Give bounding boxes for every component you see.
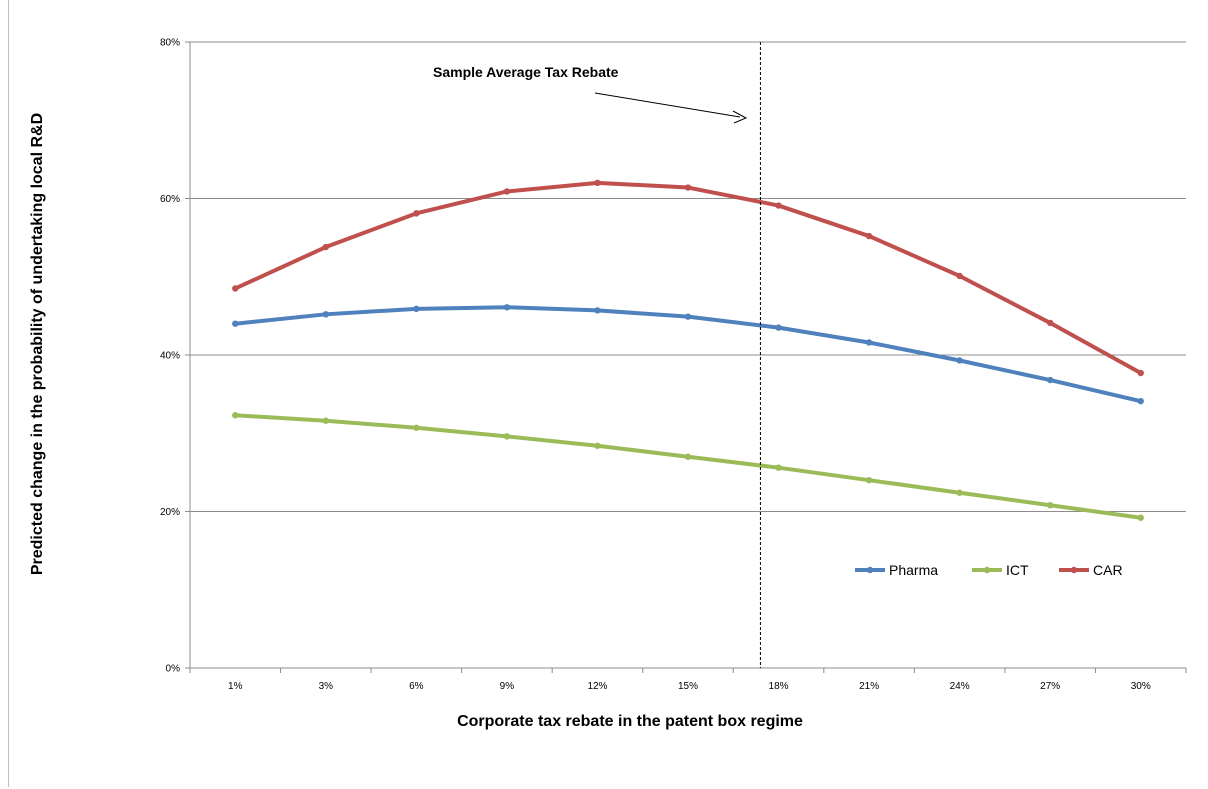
data-point-ict <box>775 464 782 471</box>
data-point-car <box>1137 369 1144 377</box>
x-tick-label: 24% <box>950 681 970 692</box>
x-axis-title: Corporate tax rebate in the patent box r… <box>457 713 803 730</box>
data-point-pharma <box>956 357 963 364</box>
chart-frame <box>8 0 1206 787</box>
legend-marker-car <box>1070 566 1078 574</box>
data-point-ict <box>1137 514 1144 521</box>
x-tick-label: 30% <box>1131 681 1151 692</box>
x-tick-label: 18% <box>769 681 789 692</box>
data-point-ict <box>865 477 873 484</box>
data-point-car <box>322 243 330 251</box>
data-point-pharma <box>684 313 692 320</box>
x-tick-label: 12% <box>587 681 607 692</box>
y-tick-labels: 0% 20% 40% 60% 80% <box>160 38 180 675</box>
legend-label-car: CAR <box>1093 562 1123 578</box>
data-point-ict <box>232 412 239 419</box>
legend-label-ict: ICT <box>1006 562 1029 578</box>
data-point-car <box>956 272 963 280</box>
annotation-text: Sample Average Tax Rebate <box>433 64 619 80</box>
legend-label-pharma: Pharma <box>889 562 938 578</box>
data-point-pharma <box>232 320 239 327</box>
axes <box>185 41 1187 673</box>
x-tick-label: 27% <box>1040 681 1060 692</box>
x-tick-label: 1% <box>228 681 243 692</box>
data-point-ict <box>956 489 963 496</box>
gridlines <box>190 41 1186 512</box>
series-line-ict <box>233 413 1143 520</box>
legend-marker-ict <box>983 566 991 574</box>
data-point-pharma <box>503 304 511 311</box>
series-line-car <box>233 180 1143 375</box>
x-tick-label: 15% <box>678 681 698 692</box>
data-point-ict <box>413 424 420 431</box>
data-point-ict <box>322 417 330 424</box>
x-tick-label: 9% <box>500 681 515 692</box>
data-point-pharma <box>594 307 601 314</box>
data-point-pharma <box>775 324 782 331</box>
data-point-car <box>232 285 239 292</box>
data-point-car <box>594 179 601 187</box>
series-group <box>232 179 1144 521</box>
x-tick-labels: 1% 3% 6% 9% 12% 15% 18% 21% 24% 27% 30% <box>228 681 1151 692</box>
data-point-ict <box>503 433 511 440</box>
data-point-pharma <box>1137 397 1144 405</box>
data-point-pharma <box>413 305 420 313</box>
legend-marker-pharma <box>866 566 874 574</box>
data-point-car <box>413 210 420 217</box>
y-tick-label: 80% <box>160 38 180 49</box>
x-tick-label: 6% <box>409 681 424 692</box>
y-tick-label: 20% <box>160 507 180 518</box>
legend: Pharma ICT CAR <box>855 562 1123 578</box>
data-point-car <box>503 188 511 195</box>
data-point-car <box>1046 319 1054 327</box>
x-tick-label: 3% <box>319 681 334 692</box>
annotation-arrowhead <box>732 110 748 124</box>
data-point-car <box>684 184 692 191</box>
y-tick-label: 40% <box>160 351 180 362</box>
data-point-pharma <box>1046 376 1054 384</box>
annotation-arrow <box>594 92 741 118</box>
data-point-ict <box>684 453 692 460</box>
y-axis-title: Predicted change in the probability of u… <box>29 113 46 575</box>
data-point-pharma <box>322 311 330 318</box>
y-tick-label: 60% <box>160 194 180 205</box>
x-tick-label: 21% <box>859 681 879 692</box>
data-point-car <box>865 232 873 240</box>
data-point-ict <box>1046 502 1054 509</box>
annotation-group: Sample Average Tax Rebate <box>433 42 761 668</box>
data-point-pharma <box>865 339 873 346</box>
y-tick-label: 0% <box>166 664 181 675</box>
data-point-ict <box>594 442 601 449</box>
series-line-pharma <box>233 305 1143 404</box>
data-point-car <box>775 202 782 209</box>
